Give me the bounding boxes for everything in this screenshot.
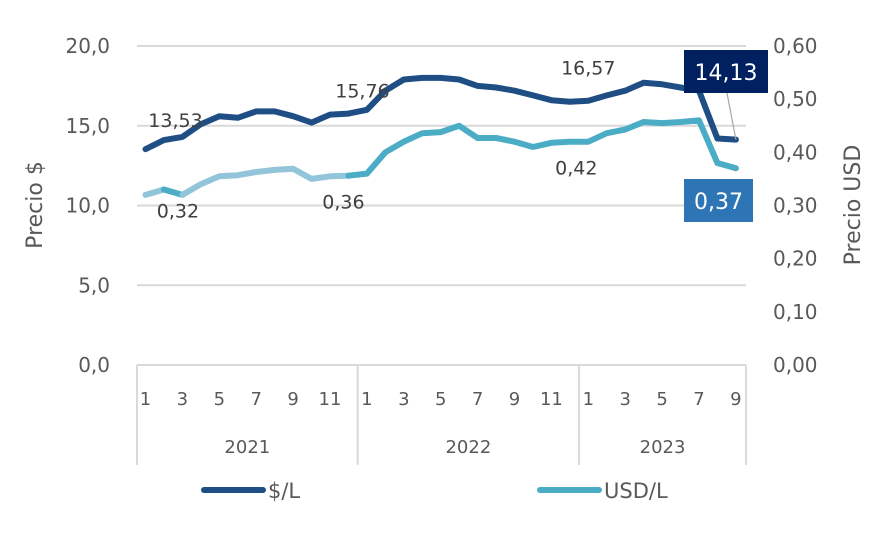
right-axis-title: Precio USD <box>841 145 866 266</box>
left-tick-label: 20,0 <box>65 34 110 58</box>
month-tick-label: 5 <box>656 389 667 410</box>
data-labels: 13,53 15,76 16,57 14,13 0,32 0,36 0,42 0,37 <box>148 50 768 223</box>
right-axis: 0,00 0,10 0,20 0,30 0,40 0,50 0,60 <box>773 34 818 377</box>
month-tick-label: 3 <box>398 389 409 410</box>
right-tick-label: 0,50 <box>773 87 818 111</box>
series-group <box>142 74 739 198</box>
month-tick-label: 11 <box>540 389 563 410</box>
series-usd-line-segment <box>142 186 167 198</box>
month-tick-label: 3 <box>177 389 188 410</box>
left-axis: 0,0 5,0 10,0 15,0 20,0 <box>65 34 110 377</box>
year-label: 2022 <box>445 437 491 458</box>
month-tick-label: 1 <box>583 389 594 410</box>
data-label-boxed: 14,13 <box>695 61 758 86</box>
x-axis: 1 3 5 7 9 11 2021 1 3 5 7 9 11 2022 1 3 5 7 9 2023 <box>136 364 747 465</box>
data-label-boxed: 0,37 <box>694 190 743 215</box>
month-tick-label: 3 <box>619 389 630 410</box>
month-tick-label: 7 <box>472 389 483 410</box>
data-label: 16,57 <box>561 58 615 80</box>
series-usd-line-segment <box>179 165 352 198</box>
left-tick-label: 15,0 <box>65 114 110 138</box>
month-tick-label: 11 <box>319 389 342 410</box>
gridlines <box>137 45 746 287</box>
year-label: 2023 <box>640 437 686 458</box>
data-label: 0,32 <box>157 201 199 223</box>
month-tick-label: 5 <box>214 389 225 410</box>
data-label: 13,53 <box>148 110 202 132</box>
right-tick-label: 0,20 <box>773 247 818 271</box>
month-tick-label: 9 <box>509 389 520 410</box>
month-tick-label: 9 <box>730 389 741 410</box>
data-label: 0,42 <box>555 158 597 180</box>
right-tick-label: 0,60 <box>773 34 818 58</box>
legend-label-usd: USD/L <box>604 479 668 503</box>
left-axis-title: Precio $ <box>23 161 48 249</box>
series-peso-line <box>142 74 739 153</box>
month-tick-label: 7 <box>250 389 261 410</box>
right-tick-label: 0,30 <box>773 194 818 218</box>
series-usd-line <box>345 117 739 179</box>
right-tick-label: 0,10 <box>773 300 818 324</box>
month-tick-label: 1 <box>140 389 151 410</box>
right-tick-label: 0,40 <box>773 140 818 164</box>
month-tick-label: 1 <box>361 389 372 410</box>
month-tick-label: 7 <box>693 389 704 410</box>
month-tick-label: 9 <box>287 389 298 410</box>
left-tick-label: 10,0 <box>65 194 110 218</box>
left-tick-label: 5,0 <box>78 273 110 297</box>
legend: $/L USD/L <box>201 479 668 503</box>
left-tick-label: 0,0 <box>78 353 110 377</box>
data-label: 0,36 <box>322 192 364 214</box>
data-label: 15,76 <box>335 81 389 103</box>
series-usd-line-segment <box>160 186 186 198</box>
data-label-box <box>684 179 753 222</box>
data-label-box <box>684 50 768 93</box>
right-tick-label: 0,00 <box>773 353 818 377</box>
month-tick-label: 5 <box>435 389 446 410</box>
leader-line <box>726 92 737 140</box>
legend-label-peso: $/L <box>268 479 300 503</box>
year-label: 2021 <box>224 437 270 458</box>
